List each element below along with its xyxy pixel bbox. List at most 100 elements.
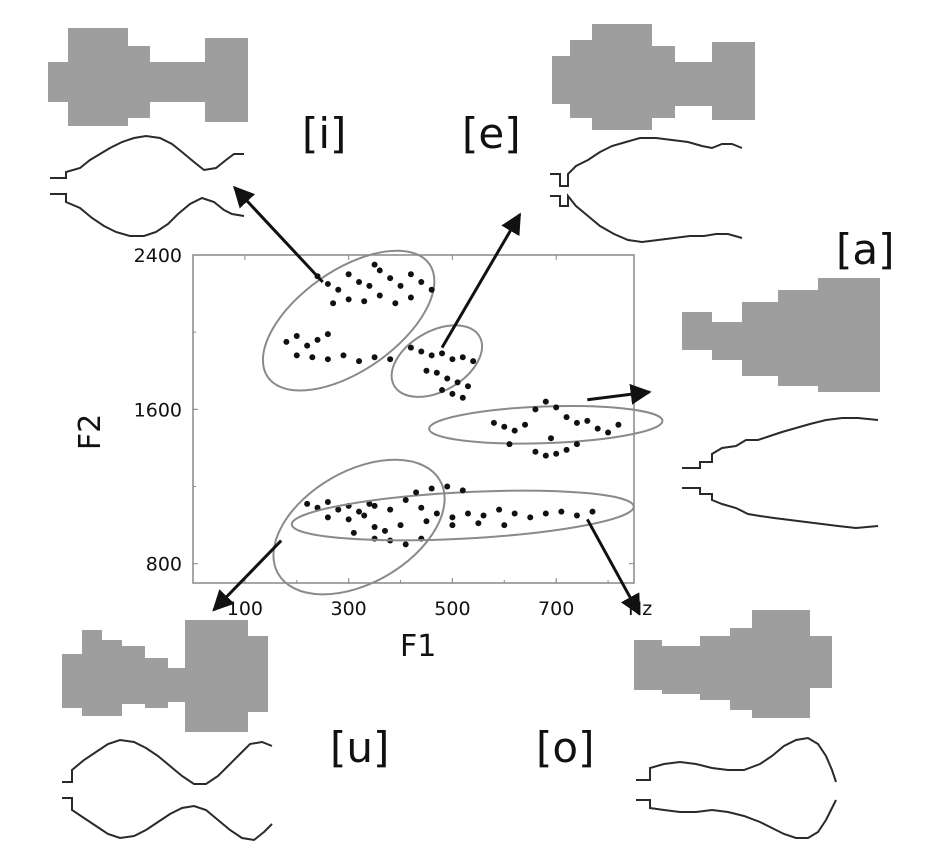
vowel-e-contour: [550, 137, 743, 244]
data-point-i: [335, 286, 342, 293]
data-point-o: [496, 506, 503, 513]
vowel-i-contour: [50, 134, 245, 237]
data-point-o: [428, 485, 435, 492]
vowel-label-e: [e]: [462, 109, 521, 158]
data-point-u: [397, 522, 404, 529]
x-tick-label: 300: [331, 598, 367, 620]
data-point-o: [480, 512, 487, 519]
arrow-i: [233, 185, 324, 284]
data-point-i: [371, 354, 378, 361]
vowel-label-u: [u]: [330, 723, 389, 772]
data-point-o: [449, 522, 456, 529]
vowel-o-contour: [636, 736, 837, 839]
data-point-i: [407, 271, 414, 278]
x-tick-label: 100: [227, 598, 263, 620]
data-point-u: [324, 514, 331, 521]
data-point-a: [573, 441, 580, 448]
data-point-a: [542, 398, 549, 405]
data-point-i: [361, 298, 368, 305]
data-point-u: [335, 506, 342, 513]
data-point-o: [475, 520, 482, 527]
data-point-o: [402, 497, 409, 504]
arrow-u: [212, 539, 283, 612]
data-point-a: [615, 421, 622, 428]
data-point-a: [506, 441, 513, 448]
data-point-o: [511, 510, 518, 517]
data-point-i: [376, 267, 383, 274]
data-point-o: [573, 512, 580, 519]
data-point-o: [542, 510, 549, 517]
data-point-i: [293, 333, 300, 340]
vowel-u-contour: [62, 738, 273, 842]
data-point-i: [371, 261, 378, 268]
data-point-a: [584, 417, 591, 424]
data-point-a: [490, 419, 497, 426]
data-point-i: [392, 300, 399, 307]
data-point-e: [433, 369, 440, 376]
vowel-a-area-shape: [682, 278, 880, 392]
data-point-o: [464, 510, 471, 517]
data-point-a: [532, 406, 539, 413]
data-point-a: [563, 446, 570, 453]
data-point-i: [387, 356, 394, 363]
data-point-a: [594, 425, 601, 432]
x-tick-label: 700: [538, 598, 574, 620]
cluster-a: [428, 398, 664, 459]
data-point-o: [589, 508, 596, 515]
data-point-o: [371, 502, 378, 509]
cluster-i: [261, 249, 436, 392]
data-point-u: [361, 512, 368, 519]
data-point-i: [283, 338, 290, 345]
data-point-o: [418, 504, 425, 511]
data-point-a: [605, 429, 612, 436]
data-point-a: [522, 421, 529, 428]
data-point-o: [558, 508, 565, 515]
y-axis-ticks: 800 1600 2400: [134, 245, 634, 576]
cluster-ellipse-u: [272, 458, 446, 596]
data-point-e: [449, 390, 456, 397]
data-point-i: [324, 331, 331, 338]
cluster-o: [290, 483, 635, 542]
y-axis-title: F2: [73, 414, 108, 450]
arrow-a: [587, 383, 652, 405]
data-point-a: [553, 404, 560, 411]
data-point-i: [340, 352, 347, 359]
data-point-i: [387, 275, 394, 282]
data-point-e: [444, 375, 451, 382]
data-point-e: [439, 350, 446, 357]
arrow-o: [585, 518, 641, 616]
data-point-a: [573, 419, 580, 426]
data-point-u: [350, 529, 357, 536]
data-point-a: [511, 427, 518, 434]
vowel-a-contour: [682, 417, 879, 530]
vowel-label-o: [o]: [536, 723, 594, 772]
plot-frame: [192, 254, 635, 584]
data-point-u: [356, 508, 363, 515]
data-point-e: [428, 352, 435, 359]
data-point-i: [304, 342, 311, 349]
data-point-a: [553, 450, 560, 457]
data-point-i: [356, 358, 363, 365]
y-tick-label: 800: [146, 554, 182, 576]
data-point-e: [454, 379, 461, 386]
data-point-i: [293, 352, 300, 359]
vowel-label-i: [i]: [302, 109, 346, 158]
data-point-o: [423, 518, 430, 525]
data-point-u: [366, 500, 373, 507]
cluster-e: [390, 324, 484, 401]
cluster-ellipse-a: [428, 405, 664, 445]
data-point-a: [532, 448, 539, 455]
data-point-i: [428, 286, 435, 293]
data-point-e: [459, 354, 466, 361]
data-point-i: [314, 336, 321, 343]
arrow-e: [440, 212, 522, 349]
vowel-u-area-shape: [62, 620, 268, 732]
data-point-e: [439, 387, 446, 394]
data-point-o: [444, 483, 451, 490]
data-point-e: [449, 356, 456, 363]
data-point-i: [324, 280, 331, 287]
data-point-i: [330, 300, 337, 307]
data-point-e: [407, 344, 414, 351]
data-point-u: [402, 541, 409, 548]
